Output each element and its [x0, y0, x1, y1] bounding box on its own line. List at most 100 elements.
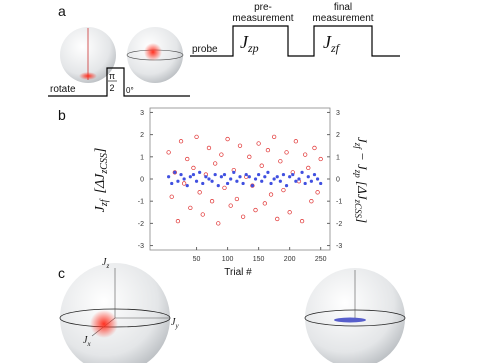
- data-point: [206, 145, 212, 151]
- data-point: [247, 175, 251, 179]
- data-point: [300, 170, 304, 174]
- squeezed-state: [334, 317, 366, 323]
- data-point: [238, 175, 242, 179]
- data-point: [178, 139, 184, 144]
- data-point: [319, 181, 323, 186]
- data-point: [250, 184, 255, 188]
- symbol: J: [323, 32, 332, 52]
- symbol: J: [240, 32, 249, 52]
- symbol: J: [93, 205, 108, 212]
- symbol: J: [102, 257, 107, 268]
- data-point: [237, 143, 243, 148]
- y2-tick-label: -2: [336, 221, 342, 228]
- plot-frame: [149, 107, 331, 251]
- data-point: [275, 216, 280, 222]
- data-point: [299, 219, 305, 224]
- rotation-pulse: [48, 67, 190, 97]
- state-spot: [79, 72, 97, 80]
- x-tick-label: 100: [222, 256, 234, 263]
- data-point: [188, 205, 193, 210]
- subscript: x: [86, 340, 91, 348]
- data-point: [266, 170, 270, 174]
- pulse-label: pre-: [254, 2, 272, 13]
- unit: [ΔJ: [93, 173, 108, 194]
- subscript: zCSS: [99, 153, 110, 175]
- data-point: [265, 148, 271, 153]
- data-point: [194, 179, 199, 183]
- data-point: [293, 139, 299, 144]
- symbol: − J: [355, 149, 370, 171]
- data-point: [272, 177, 276, 181]
- data-point: [268, 192, 274, 197]
- x-tick-label: 50: [193, 256, 201, 263]
- data-point: [170, 181, 174, 186]
- y2-tick-label: 3: [336, 110, 340, 117]
- data-point: [200, 212, 205, 217]
- data-point: [191, 172, 196, 177]
- data-point: [234, 196, 240, 202]
- data-point: [229, 177, 233, 181]
- data-point: [198, 170, 202, 174]
- subscript: zp: [247, 41, 259, 55]
- y-tick-label: -1: [138, 199, 144, 206]
- data-point: [262, 201, 267, 206]
- pulse-label: rotate: [50, 84, 76, 95]
- subscript: z: [105, 262, 109, 270]
- data-point: [182, 177, 186, 181]
- data-point: [269, 181, 273, 186]
- data-point: [219, 152, 224, 157]
- data-point: [284, 184, 289, 188]
- data-point: [181, 181, 187, 186]
- data-point: [175, 219, 181, 224]
- y2-tick-label: -1: [336, 199, 342, 206]
- data-point: [216, 221, 221, 226]
- data-point: [201, 181, 205, 186]
- data-point: [256, 141, 261, 146]
- state-spot: [144, 43, 162, 61]
- data-point: [216, 184, 220, 188]
- panel-label: a: [58, 3, 66, 19]
- data-point: [284, 150, 289, 155]
- data-point: [278, 179, 282, 183]
- symbol: J: [355, 137, 370, 144]
- y2-tick-label: 0: [336, 177, 340, 184]
- data-point: [312, 145, 317, 151]
- y-tick-label: -3: [138, 243, 144, 250]
- data-point: [173, 170, 177, 174]
- data-point: [185, 184, 189, 188]
- data-point: [179, 172, 183, 177]
- data-point: [260, 179, 264, 183]
- x-tick-label: 200: [284, 256, 296, 263]
- data-point: [309, 179, 313, 183]
- data-point: [303, 152, 308, 157]
- y-axis-label: Jzf [ΔJzCSS]: [93, 148, 110, 213]
- data-point: [257, 172, 261, 177]
- probe-pulses: [190, 25, 400, 57]
- x-axis-label: Trial #: [224, 267, 252, 278]
- data-point: [209, 199, 215, 204]
- data-point: [204, 175, 208, 179]
- data-point: [176, 179, 180, 183]
- data-point: [213, 172, 217, 177]
- pulse-phase: 0°: [126, 86, 134, 95]
- data-point: [194, 134, 199, 139]
- data-point: [259, 163, 264, 168]
- y2-tick-label: 2: [336, 132, 340, 139]
- data-point: [222, 185, 227, 191]
- pulse-angle: π: [109, 71, 115, 81]
- data-point: [306, 175, 310, 179]
- data-point: [210, 179, 214, 183]
- data-point: [271, 134, 277, 139]
- data-point: [213, 161, 218, 166]
- data-point: [219, 175, 223, 179]
- data-point: [167, 175, 171, 179]
- symbol: J: [83, 335, 88, 346]
- data-point: [225, 136, 230, 142]
- y2-tick-label: -3: [336, 243, 342, 250]
- y-tick-label: 0: [140, 177, 144, 184]
- symbol: J: [171, 317, 176, 328]
- data-point: [306, 165, 311, 171]
- data-point: [315, 190, 320, 195]
- data-point: [166, 150, 171, 155]
